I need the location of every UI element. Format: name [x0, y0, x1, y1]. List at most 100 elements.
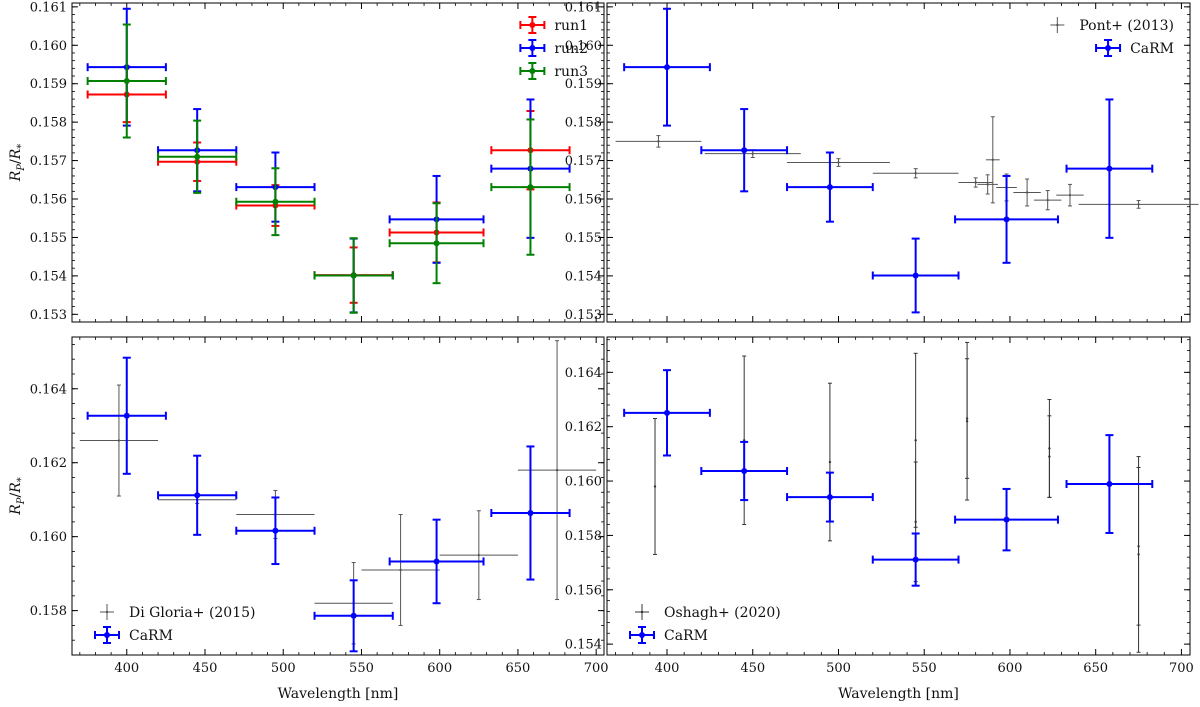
x-tick-label: 450 [193, 661, 218, 676]
marker [912, 272, 919, 279]
legend-marker [105, 610, 109, 614]
x-axis-label: Wavelength [nm] [838, 686, 959, 702]
x-tick-label: 650 [1083, 661, 1108, 676]
data-point [1078, 200, 1199, 209]
y-tick-label: 0.159 [30, 77, 67, 92]
legend-item: run1 [519, 16, 588, 34]
y-tick-label: 0.153 [30, 308, 67, 323]
data-point [623, 369, 711, 457]
data-point [786, 471, 874, 523]
legend-marker [529, 45, 536, 51]
y-tick-label: 0.157 [565, 154, 602, 169]
series-run1 [86, 65, 571, 304]
y-tick-label: 0.156 [565, 193, 602, 208]
marker [912, 556, 919, 563]
data-point [1033, 190, 1062, 211]
legend: Di Gloria+ (2015) CaRM [94, 604, 256, 644]
y-tick-label: 0.162 [565, 420, 602, 435]
marker [657, 140, 660, 143]
y-tick-label: 0.162 [30, 456, 67, 471]
marker [664, 409, 671, 416]
y-tick-label: 0.156 [565, 583, 602, 598]
y-tick-label: 0.160 [565, 39, 602, 54]
panel-bottom-left: 400 450 500 550 600 650 700 0.158 0.160 0.162 0.16… [8, 336, 609, 702]
data-point [958, 177, 993, 188]
data-point [313, 237, 394, 314]
marker [914, 439, 917, 442]
marker [433, 558, 440, 565]
legend-label: Oshagh+ (2020) [664, 605, 781, 621]
marker [742, 439, 746, 442]
data-point [623, 7, 711, 127]
data-point [86, 356, 167, 475]
y-tick-label: 0.157 [30, 154, 67, 169]
marker [974, 181, 977, 184]
panel-top-right: 0.153 0.154 0.155 0.156 0.157 0.158 0.159 0.160… [565, 0, 1199, 323]
marker [653, 485, 657, 488]
x-tick-label: 550 [349, 661, 374, 676]
marker [1048, 455, 1051, 458]
legend-label: CaRM [1130, 41, 1174, 57]
series-run2 [86, 7, 571, 314]
y-tick-label: 0.158 [565, 116, 602, 131]
marker [914, 520, 917, 524]
marker [194, 153, 201, 160]
marker [350, 612, 357, 619]
legend-marker [1105, 45, 1112, 51]
legend-item: CaRM [1095, 39, 1174, 57]
marker [965, 417, 969, 420]
y-tick-label: 0.153 [565, 308, 602, 323]
series-carm [86, 356, 571, 653]
y-tick-label: 0.154 [30, 269, 67, 284]
marker [1068, 193, 1072, 197]
x-tick-label: 500 [271, 661, 296, 676]
data-point [871, 532, 960, 587]
legend-item: run2 [519, 39, 588, 57]
series-carm [623, 7, 1154, 314]
series-carm [623, 369, 1154, 587]
y-tick-label: 0.154 [565, 269, 602, 284]
data-point [954, 174, 1059, 264]
data-point [954, 487, 1059, 552]
data-point [1047, 415, 1052, 498]
legend-label: CaRM [129, 628, 173, 644]
marker [1106, 481, 1113, 488]
x-tick-label: 700 [584, 661, 609, 676]
y-tick-label: 0.158 [30, 604, 67, 619]
marker [751, 152, 754, 155]
legend-item: Di Gloria+ (2015) [100, 604, 256, 621]
data-point [872, 168, 959, 179]
x-axis-label: Wavelength [nm] [278, 686, 399, 702]
legend-marker [639, 632, 645, 638]
marker [555, 468, 559, 472]
y-axis-label: RP/R* [8, 144, 27, 183]
marker [123, 412, 130, 419]
legend-item: run3 [519, 62, 588, 80]
marker [1106, 165, 1113, 172]
y-tick-label: 0.156 [30, 193, 67, 208]
marker [1046, 198, 1049, 202]
legend-marker [529, 22, 536, 28]
marker [1137, 553, 1140, 556]
data-point [965, 358, 970, 479]
marker [826, 494, 833, 501]
legend-marker [1056, 23, 1059, 27]
data-point [1065, 434, 1154, 534]
panel-bottom-right: 400 450 500 550 600 650 700 0.154 0.156 0.158 0.16… [565, 336, 1194, 702]
data-point [787, 158, 890, 167]
data-point [985, 116, 1000, 204]
marker [433, 240, 440, 247]
x-tick-label: 550 [912, 661, 937, 676]
marker [477, 553, 481, 557]
legend-label: Di Gloria+ (2015) [129, 605, 256, 621]
data-point [871, 237, 960, 314]
legend-marker [640, 610, 644, 614]
data-point [439, 510, 518, 601]
y-axis-label-text: RP/R* [8, 477, 27, 516]
legend: run1 run2 run3 [519, 16, 588, 80]
y-tick-label: 0.160 [30, 530, 67, 545]
marker [272, 198, 279, 205]
series-run3 [86, 23, 571, 314]
marker [272, 527, 279, 534]
